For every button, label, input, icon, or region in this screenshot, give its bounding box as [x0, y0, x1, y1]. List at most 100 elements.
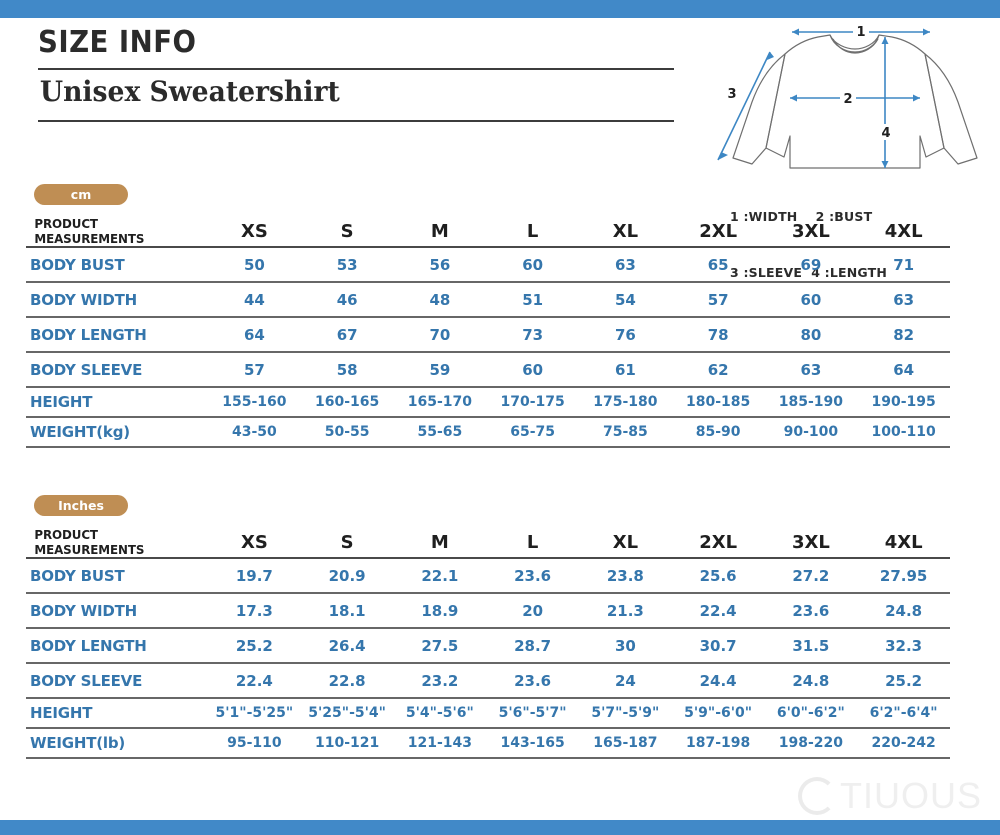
- cell: 85-90: [671, 417, 765, 448]
- cell: 155-160: [208, 387, 301, 418]
- row-label-height: HEIGHT: [26, 698, 208, 729]
- cell: 26.4: [300, 628, 394, 664]
- diagram-marker-1: 1: [856, 25, 865, 40]
- cell: 27.95: [857, 558, 950, 594]
- column-header-xl: XL: [579, 216, 672, 248]
- cell: 25.2: [857, 663, 950, 699]
- table-row: HEIGHT 155-160 160-165 165-170 170-175 1…: [26, 387, 950, 418]
- cell: 63: [579, 247, 672, 283]
- cell: 78: [671, 317, 765, 353]
- cell: 22.4: [671, 593, 765, 629]
- cell: 63: [764, 352, 858, 388]
- cell: 220-242: [857, 728, 950, 759]
- top-accent-bar: [0, 0, 1000, 18]
- row-label-body-width: BODY WIDTH: [26, 282, 208, 318]
- table-row: BODY BUST 19.7 20.9 22.1 23.6 23.8 25.6 …: [26, 558, 950, 594]
- cell: 5'6"-5'7": [486, 698, 579, 729]
- cell: 57: [208, 352, 301, 388]
- cell: 20.9: [300, 558, 394, 594]
- table-row: WEIGHT(lb) 95-110 110-121 121-143 143-16…: [26, 728, 950, 759]
- cell: 23.6: [486, 558, 579, 594]
- header-block: SIZE INFO Unisex Sweatershirt: [38, 25, 674, 122]
- cell: 27.5: [393, 628, 487, 664]
- column-header-m: M: [393, 527, 487, 559]
- cell: 5'4"-5'6": [393, 698, 487, 729]
- row-label-height: HEIGHT: [26, 387, 208, 418]
- cell: 198-220: [764, 728, 858, 759]
- cell: 48: [393, 282, 487, 318]
- cell: 28.7: [486, 628, 579, 664]
- cell: 46: [300, 282, 394, 318]
- size-table-inches-body: BODY BUST 19.7 20.9 22.1 23.6 23.8 25.6 …: [26, 558, 950, 759]
- cell: 18.1: [300, 593, 394, 629]
- row-label-body-length: BODY LENGTH: [26, 628, 208, 664]
- cell: 71: [857, 247, 950, 283]
- column-header-xl: XL: [579, 527, 672, 559]
- cell: 25.6: [671, 558, 765, 594]
- cell: 60: [486, 247, 579, 283]
- cell: 63: [857, 282, 950, 318]
- cell: 50: [208, 247, 301, 283]
- table-row: BODY SLEEVE 57 58 59 60 61 62 63 64: [26, 352, 950, 388]
- cell: 80: [764, 317, 858, 353]
- page-title: SIZE INFO: [38, 25, 197, 60]
- row-label-body-bust: BODY BUST: [26, 558, 208, 594]
- cell: 57: [671, 282, 765, 318]
- size-table-inches-head: PRODUCT MEASUREMENTS XS S M L XL 2XL 3XL…: [26, 527, 950, 559]
- cell: 67: [300, 317, 394, 353]
- cell: 23.2: [393, 663, 487, 699]
- cell: 31.5: [764, 628, 858, 664]
- column-header-3xl: 3XL: [764, 216, 858, 248]
- watermark: TIUOUS: [797, 775, 982, 817]
- cell: 170-175: [486, 387, 579, 418]
- cell: 5'1"-5'25": [208, 698, 301, 729]
- row-label-weight-lb: WEIGHT(lb): [26, 728, 208, 759]
- table-row: WEIGHT(kg) 43-50 50-55 55-65 65-75 75-85…: [26, 417, 950, 448]
- cell: 24.4: [671, 663, 765, 699]
- column-header-2xl: 2XL: [671, 216, 765, 248]
- cell: 75-85: [579, 417, 672, 448]
- cell: 90-100: [764, 417, 858, 448]
- cell: 22.1: [393, 558, 487, 594]
- cell: 121-143: [393, 728, 487, 759]
- cell: 50-55: [300, 417, 394, 448]
- cell: 95-110: [208, 728, 301, 759]
- cell: 110-121: [300, 728, 394, 759]
- cell: 30: [579, 628, 672, 664]
- cell: 23.8: [579, 558, 672, 594]
- cell: 24.8: [764, 663, 858, 699]
- cell: 64: [857, 352, 950, 388]
- title-divider-top: [38, 67, 674, 70]
- unit-badge-cm: cm: [34, 184, 128, 205]
- cell: 73: [486, 317, 579, 353]
- title-divider-bottom: [38, 119, 674, 122]
- size-table-cm-head: PRODUCT MEASUREMENTS XS S M L XL 2XL 3XL…: [26, 216, 950, 248]
- cell: 180-185: [671, 387, 765, 418]
- cell: 65-75: [486, 417, 579, 448]
- cell: 100-110: [857, 417, 950, 448]
- cell: 6'0"-6'2": [764, 698, 858, 729]
- column-header-m: M: [393, 216, 487, 248]
- cell: 53: [300, 247, 394, 283]
- cell: 185-190: [764, 387, 858, 418]
- cell: 61: [579, 352, 672, 388]
- column-header-xs: XS: [208, 527, 301, 559]
- cell: 58: [300, 352, 394, 388]
- diagram-marker-3: 3: [727, 87, 736, 102]
- column-header-measurements: PRODUCT MEASUREMENTS: [30, 527, 204, 559]
- row-label-body-bust: BODY BUST: [26, 247, 208, 283]
- cell: 5'9"-6'0": [671, 698, 765, 729]
- bottom-accent-bar: [0, 820, 1000, 835]
- cell: 160-165: [300, 387, 394, 418]
- row-label-body-sleeve: BODY SLEEVE: [26, 663, 208, 699]
- cell: 23.6: [764, 593, 858, 629]
- size-table-cm-body: BODY BUST 50 53 56 60 63 65 69 71 BODY W…: [26, 247, 950, 448]
- diagram-marker-2: 2: [843, 92, 852, 107]
- cell: 65: [671, 247, 765, 283]
- cell: 22.8: [300, 663, 394, 699]
- table-row: BODY SLEEVE 22.4 22.8 23.2 23.6 24 24.4 …: [26, 663, 950, 699]
- size-table-cm: PRODUCT MEASUREMENTS XS S M L XL 2XL 3XL…: [26, 216, 950, 448]
- table-row: BODY WIDTH 17.3 18.1 18.9 20 21.3 22.4 2…: [26, 593, 950, 629]
- cell: 44: [208, 282, 301, 318]
